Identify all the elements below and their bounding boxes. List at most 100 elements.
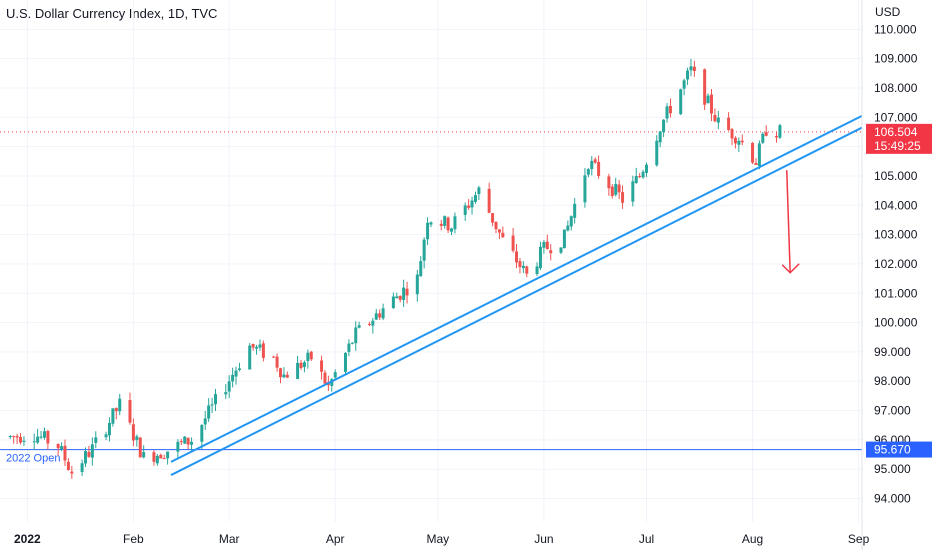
candle[interactable] <box>450 227 454 236</box>
candle[interactable] <box>22 436 26 446</box>
candle[interactable] <box>159 453 163 459</box>
candle[interactable] <box>80 459 84 477</box>
candle[interactable] <box>60 442 64 452</box>
candle[interactable] <box>477 185 481 201</box>
candle[interactable] <box>347 339 351 357</box>
candle[interactable] <box>473 191 477 204</box>
candle[interactable] <box>607 173 611 196</box>
candle[interactable] <box>549 244 553 261</box>
candle[interactable] <box>501 226 505 238</box>
candle[interactable] <box>774 131 778 143</box>
candle[interactable] <box>638 173 642 179</box>
candle[interactable] <box>494 221 498 234</box>
candle[interactable] <box>114 407 118 420</box>
candle[interactable] <box>162 454 166 460</box>
candle[interactable] <box>251 343 255 351</box>
candle[interactable] <box>107 417 111 442</box>
candle[interactable] <box>203 410 207 431</box>
candle[interactable] <box>525 265 529 278</box>
candle[interactable] <box>757 140 761 170</box>
candle[interactable] <box>381 303 385 321</box>
candle[interactable] <box>491 213 495 227</box>
candle[interactable] <box>118 393 122 416</box>
candle[interactable] <box>655 135 659 167</box>
candle[interactable] <box>487 182 491 214</box>
candle[interactable] <box>111 408 115 427</box>
candle[interactable] <box>142 445 146 459</box>
candle[interactable] <box>453 212 457 234</box>
candle[interactable] <box>402 279 406 308</box>
candle[interactable] <box>12 435 16 444</box>
candle[interactable] <box>255 344 259 355</box>
candle[interactable] <box>614 177 618 197</box>
candle[interactable] <box>689 58 693 77</box>
candle[interactable] <box>754 158 758 166</box>
candle[interactable] <box>374 308 378 321</box>
candle[interactable] <box>586 168 590 178</box>
candle[interactable] <box>15 433 19 444</box>
candle[interactable] <box>740 134 744 146</box>
candle[interactable] <box>631 175 635 207</box>
candle[interactable] <box>422 237 426 269</box>
candle[interactable] <box>227 375 231 398</box>
candle[interactable] <box>439 219 443 231</box>
candle[interactable] <box>398 295 402 303</box>
candle[interactable] <box>207 398 211 422</box>
candle[interactable] <box>371 317 375 334</box>
candle[interactable] <box>46 429 50 450</box>
candle[interactable] <box>518 257 522 274</box>
candle[interactable] <box>155 454 159 466</box>
candle[interactable] <box>665 103 669 123</box>
candle[interactable] <box>583 168 587 208</box>
candle[interactable] <box>333 369 337 381</box>
candle[interactable] <box>686 67 690 85</box>
candle[interactable] <box>135 434 139 447</box>
candle[interactable] <box>56 443 60 456</box>
candle[interactable] <box>716 110 720 130</box>
candle[interactable] <box>42 427 46 440</box>
candle[interactable] <box>343 352 347 376</box>
candle[interactable] <box>621 185 625 209</box>
candle[interactable] <box>234 366 238 385</box>
candle[interactable] <box>515 243 519 269</box>
candle[interactable] <box>70 466 74 479</box>
candle[interactable] <box>470 196 474 215</box>
candle[interactable] <box>641 169 645 179</box>
candle[interactable] <box>617 179 621 200</box>
candle[interactable] <box>350 342 354 345</box>
candle[interactable] <box>261 340 265 362</box>
candle[interactable] <box>272 355 276 359</box>
candle[interactable] <box>709 89 713 122</box>
candle[interactable] <box>706 93 710 104</box>
candle[interactable] <box>237 362 241 372</box>
candle[interactable] <box>87 445 91 458</box>
candle[interactable] <box>645 162 648 177</box>
candle[interactable] <box>429 221 433 228</box>
candle[interactable] <box>357 321 361 329</box>
candle[interactable] <box>66 458 70 471</box>
candle[interactable] <box>166 451 170 465</box>
candle[interactable] <box>443 215 447 229</box>
candle[interactable] <box>730 128 734 146</box>
candle[interactable] <box>210 397 214 413</box>
candle[interactable] <box>511 227 515 253</box>
candle[interactable] <box>590 156 594 176</box>
candle[interactable] <box>94 431 98 449</box>
candle[interactable] <box>152 449 156 466</box>
candle[interactable] <box>296 355 300 380</box>
candle[interactable] <box>559 247 563 255</box>
candle[interactable] <box>39 431 43 440</box>
candle[interactable] <box>128 392 132 425</box>
candle[interactable] <box>610 184 614 199</box>
candle[interactable] <box>200 424 204 450</box>
candle[interactable] <box>32 433 36 450</box>
candle[interactable] <box>395 292 399 299</box>
candle[interactable] <box>521 261 525 274</box>
candle[interactable] <box>467 199 471 210</box>
candle[interactable] <box>224 384 228 399</box>
candle[interactable] <box>737 137 741 153</box>
candle[interactable] <box>426 217 430 246</box>
candle[interactable] <box>497 229 501 240</box>
candle[interactable] <box>104 431 108 441</box>
candle[interactable] <box>764 125 768 137</box>
